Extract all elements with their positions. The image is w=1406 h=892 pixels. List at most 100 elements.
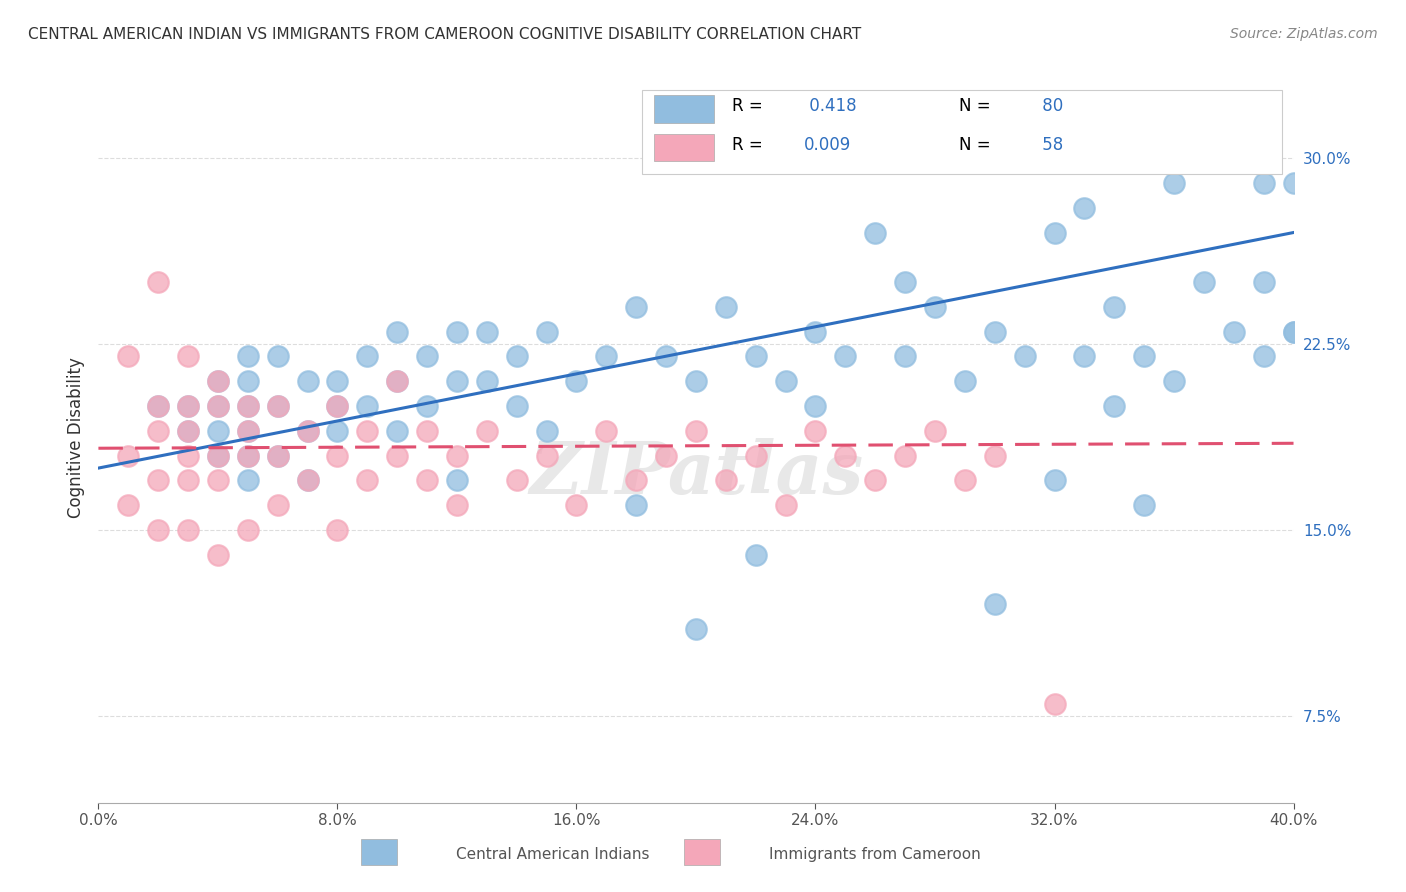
Point bbox=[207, 399, 229, 413]
Point bbox=[924, 300, 946, 314]
Point bbox=[804, 399, 827, 413]
Point bbox=[834, 350, 856, 364]
Point bbox=[685, 622, 707, 636]
Point bbox=[804, 424, 827, 438]
Point bbox=[326, 449, 349, 463]
Point bbox=[267, 498, 290, 512]
Point bbox=[745, 350, 768, 364]
Point bbox=[536, 449, 558, 463]
Point bbox=[1133, 350, 1156, 364]
Point bbox=[385, 374, 409, 388]
Point bbox=[236, 399, 259, 413]
Point bbox=[177, 399, 200, 413]
Point bbox=[865, 226, 887, 240]
Point bbox=[1282, 176, 1305, 190]
Point bbox=[924, 424, 946, 438]
Point bbox=[236, 449, 259, 463]
Point bbox=[148, 424, 170, 438]
Point bbox=[1104, 300, 1126, 314]
Text: Immigrants from Cameroon: Immigrants from Cameroon bbox=[769, 847, 981, 862]
Point bbox=[1253, 275, 1275, 289]
Point bbox=[1163, 176, 1185, 190]
Point bbox=[1043, 697, 1066, 711]
Point bbox=[685, 424, 707, 438]
Point bbox=[117, 350, 139, 364]
Text: 80: 80 bbox=[1036, 96, 1063, 115]
Point bbox=[207, 374, 229, 388]
Point bbox=[1043, 226, 1066, 240]
Point bbox=[356, 424, 378, 438]
Point bbox=[1253, 350, 1275, 364]
Bar bbox=[361, 839, 398, 865]
Point bbox=[177, 474, 200, 488]
Y-axis label: Cognitive Disability: Cognitive Disability bbox=[66, 357, 84, 517]
Point bbox=[207, 424, 229, 438]
Point bbox=[446, 449, 468, 463]
Point bbox=[236, 424, 259, 438]
Point bbox=[1133, 498, 1156, 512]
Point bbox=[177, 523, 200, 537]
Text: ZIPatlas: ZIPatlas bbox=[529, 438, 863, 509]
Point bbox=[1014, 350, 1036, 364]
Bar bbox=[654, 95, 714, 122]
Point bbox=[207, 449, 229, 463]
Point bbox=[1043, 474, 1066, 488]
Bar bbox=[685, 839, 720, 865]
Point bbox=[148, 523, 170, 537]
Point bbox=[207, 474, 229, 488]
Point bbox=[626, 300, 648, 314]
Point bbox=[1192, 151, 1215, 165]
Point bbox=[117, 449, 139, 463]
Point bbox=[834, 449, 856, 463]
Point bbox=[236, 474, 259, 488]
Point bbox=[236, 374, 259, 388]
Point bbox=[984, 449, 1007, 463]
Point bbox=[446, 498, 468, 512]
Point bbox=[804, 325, 827, 339]
Text: CENTRAL AMERICAN INDIAN VS IMMIGRANTS FROM CAMEROON COGNITIVE DISABILITY CORRELA: CENTRAL AMERICAN INDIAN VS IMMIGRANTS FR… bbox=[28, 27, 862, 42]
Point bbox=[385, 374, 409, 388]
Point bbox=[1073, 201, 1095, 215]
Point bbox=[356, 474, 378, 488]
Point bbox=[655, 449, 678, 463]
Point bbox=[1104, 399, 1126, 413]
Point bbox=[207, 399, 229, 413]
Point bbox=[177, 399, 200, 413]
Point bbox=[1223, 151, 1246, 165]
Point bbox=[506, 350, 529, 364]
Point bbox=[685, 374, 707, 388]
Point bbox=[626, 498, 648, 512]
Point bbox=[565, 498, 588, 512]
Text: N =: N = bbox=[959, 96, 990, 115]
Point bbox=[267, 399, 290, 413]
Point bbox=[536, 424, 558, 438]
Point bbox=[775, 374, 797, 388]
Point bbox=[326, 523, 349, 537]
Point bbox=[714, 474, 737, 488]
Point bbox=[1282, 325, 1305, 339]
Point bbox=[326, 424, 349, 438]
Point bbox=[595, 350, 617, 364]
Point bbox=[475, 325, 498, 339]
Point bbox=[536, 325, 558, 339]
Point bbox=[385, 424, 409, 438]
Point bbox=[326, 399, 349, 413]
Point bbox=[1223, 325, 1246, 339]
Point bbox=[714, 300, 737, 314]
Point bbox=[297, 424, 319, 438]
Point bbox=[297, 474, 319, 488]
Point bbox=[297, 374, 319, 388]
FancyBboxPatch shape bbox=[643, 90, 1282, 174]
Point bbox=[446, 325, 468, 339]
Point bbox=[655, 350, 678, 364]
Point bbox=[475, 424, 498, 438]
Point bbox=[745, 449, 768, 463]
Point bbox=[117, 498, 139, 512]
Point bbox=[446, 474, 468, 488]
Point bbox=[267, 449, 290, 463]
Text: 0.009: 0.009 bbox=[804, 136, 851, 153]
Point bbox=[506, 399, 529, 413]
Point bbox=[894, 449, 917, 463]
Text: N =: N = bbox=[959, 136, 990, 153]
Text: Central American Indians: Central American Indians bbox=[456, 847, 650, 862]
